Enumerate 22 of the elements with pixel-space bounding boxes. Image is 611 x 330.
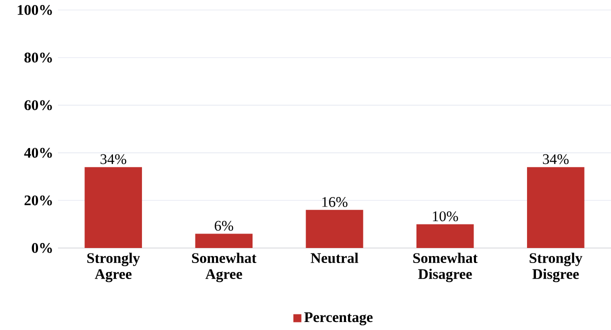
y-tick-label: 60% (24, 100, 52, 110)
data-label: 6% (214, 220, 234, 231)
y-tick-label: 100% (18, 5, 52, 15)
data-label: 10% (432, 211, 458, 222)
legend-label: Percentage (304, 312, 373, 326)
bar (306, 210, 364, 248)
x-tick-label: Strongly Disgree (530, 252, 582, 282)
bar (416, 224, 474, 248)
x-tick-label: Neutral (310, 252, 358, 264)
x-tick-label: Somewhat Agree (192, 252, 256, 282)
x-tick-label: Strongly Agree (87, 252, 140, 282)
bar (527, 167, 584, 248)
x-tick-label: Somewhat Disagree (413, 252, 478, 282)
data-label: 34% (100, 154, 126, 164)
bar (195, 234, 253, 248)
y-tick-label: 40% (24, 148, 52, 158)
y-tick-label: 80% (24, 52, 52, 63)
bar (84, 167, 142, 248)
y-tick-label: 0% (32, 243, 52, 253)
data-label: 34% (542, 154, 569, 164)
data-label: 16% (322, 197, 348, 207)
y-tick-label: 20% (24, 195, 52, 206)
